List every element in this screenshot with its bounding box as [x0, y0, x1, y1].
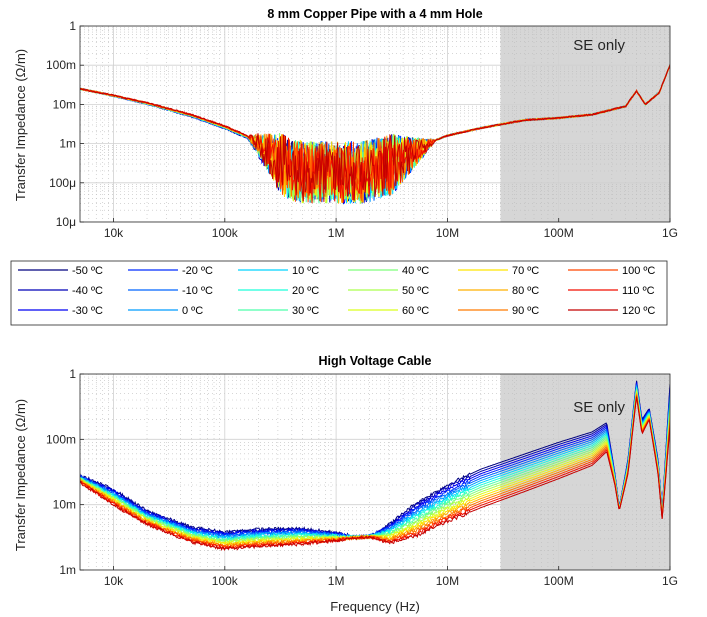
- x-tick-label: 1M: [328, 574, 345, 588]
- legend-entry: 0 ºC: [182, 305, 203, 317]
- axes-box: [79, 25, 671, 223]
- legend-entry: 80 ºC: [512, 285, 539, 297]
- x-tick-label: 1M: [328, 226, 345, 240]
- legend-entry: 30 ºC: [292, 305, 319, 317]
- legend-entry: 10 ºC: [292, 265, 319, 277]
- legend-entry: -10 ºC: [182, 285, 213, 297]
- x-tick-label: 100M: [544, 574, 574, 588]
- x-tick-label: 10k: [104, 574, 124, 588]
- x-tick-label: 10M: [436, 574, 459, 588]
- y-tick-label: 10m: [53, 498, 76, 512]
- se-only-shaded-region: [500, 26, 670, 222]
- legend: -50 ºC -40 ºC -30 ºC -20 ºC -10 ºC 0 ºC 10 ºC 2…: [10, 260, 668, 326]
- y-tick-label: 10μ: [56, 215, 76, 229]
- y-tick-label: 10m: [53, 97, 76, 111]
- se-only-label: SE only: [573, 37, 625, 54]
- series-group: [80, 380, 670, 552]
- legend-entry: -20 ºC: [182, 265, 213, 277]
- legend-entry: 60 ºC: [402, 305, 429, 317]
- legend-entry: 20 ºC: [292, 285, 319, 297]
- legend-entry: 40 ºC: [402, 265, 429, 277]
- y-tick-label: 100m: [46, 58, 76, 72]
- axes-box: [79, 373, 671, 571]
- y-tick-label: 100μ: [49, 176, 76, 190]
- y-tick-label: 1: [69, 367, 76, 381]
- legend-entry: 90 ºC: [512, 305, 539, 317]
- legend-entry: 70 ºC: [512, 265, 539, 277]
- x-tick-label: 10k: [104, 226, 124, 240]
- top-y-axis-label: Transfer Impedance (Ω/m): [13, 49, 28, 201]
- bottom-y-axis-label: Transfer Impedance (Ω/m): [13, 399, 28, 551]
- y-tick-label: 1m: [59, 137, 76, 151]
- legend-entry: 110 ºC: [622, 285, 655, 297]
- y-tick-label: 1m: [59, 563, 76, 577]
- bottom-chart: 10k 100k 1M 10M 100M 1G 1m 10m 100m 1 SE only: [46, 367, 678, 588]
- top-chart: 10k 100k 1M 10M 100M 1G 10μ 100μ 1m 10m 100m 1 SE on…: [46, 19, 678, 240]
- y-tick-label: 1: [69, 19, 76, 33]
- x-tick-label: 100k: [212, 574, 239, 588]
- series-group: [80, 64, 670, 205]
- x-tick-label: 10M: [436, 226, 459, 240]
- legend-entry: 100 ºC: [622, 265, 655, 277]
- series-line-60c: [80, 391, 670, 546]
- x-tick-label: 1G: [662, 226, 678, 240]
- x-axis-label: Frequency (Hz): [330, 599, 420, 614]
- legend-entry: -40 ºC: [72, 285, 103, 297]
- grid: [80, 374, 670, 570]
- bottom-chart-title: High Voltage Cable: [319, 354, 432, 368]
- series-line-120c: [80, 397, 670, 552]
- legend-box: [10, 260, 668, 326]
- legend-entry: 120 ºC: [622, 305, 655, 317]
- legend-entry: -30 ºC: [72, 305, 103, 317]
- x-tick-label: 100M: [544, 226, 574, 240]
- x-tick-label: 1G: [662, 574, 678, 588]
- top-chart-title: 8 mm Copper Pipe with a 4 mm Hole: [267, 7, 482, 21]
- grid: [80, 26, 670, 222]
- series-line-120c: [80, 64, 670, 202]
- x-tick-label: 100k: [212, 226, 239, 240]
- se-only-label: SE only: [573, 399, 625, 416]
- legend-entry: 50 ºC: [402, 285, 429, 297]
- legend-entry: -50 ºC: [72, 265, 103, 277]
- y-tick-label: 100m: [46, 432, 76, 446]
